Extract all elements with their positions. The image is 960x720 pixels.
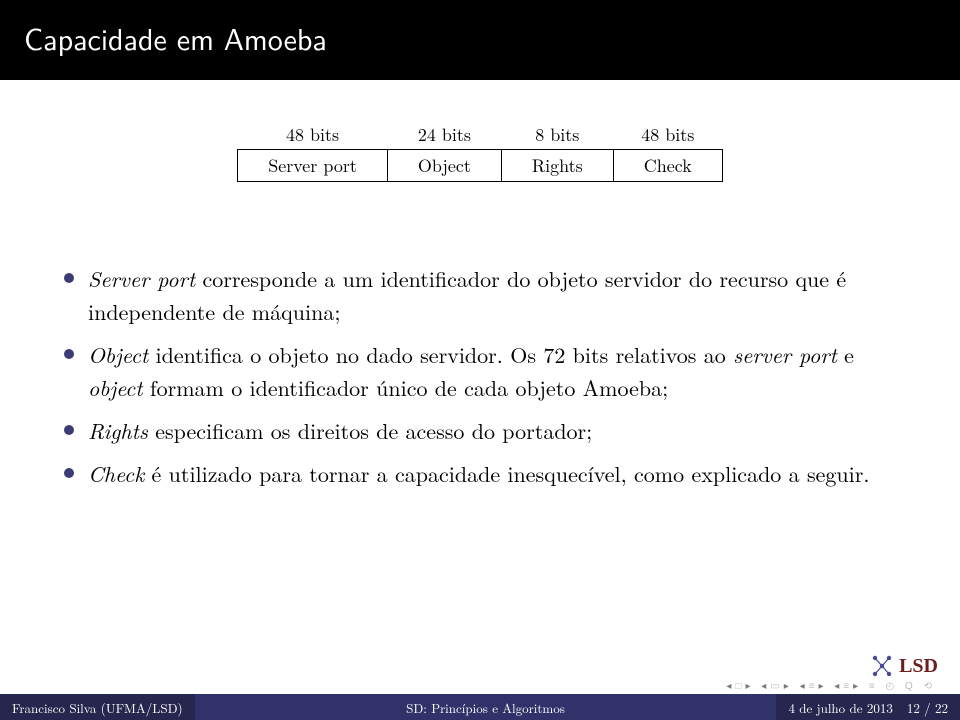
col-bits-2: 8 bits	[501, 120, 613, 150]
bullet-item-1: Object identifica o objeto no dado servi…	[60, 338, 900, 404]
bullet-emph: Check	[88, 458, 144, 489]
slide-content: 48 bits 24 bits 8 bits 48 bits Server po…	[0, 80, 960, 490]
bullet-list: Server port corresponde a um identificad…	[60, 262, 900, 490]
bullet-item-2: Rights especificam os direitos de acesso…	[60, 414, 900, 447]
bullet-text-3: formam o identificador único de cada obj…	[143, 372, 669, 403]
beamer-nav-symbols[interactable]: ◂□▸ ◂▭▸ ◂≡▸ ◂≡▸ ≡ ◴ Q ⟲	[726, 681, 936, 692]
bullet-emph: Rights	[88, 415, 148, 446]
bullet-emph: Object	[88, 339, 148, 370]
col-label-1: Object	[387, 150, 501, 182]
col-label-0: Server port	[238, 150, 388, 182]
col-bits-3: 48 bits	[613, 120, 722, 150]
footer-page: 12 / 22	[907, 698, 948, 717]
footer-right: 4 de julho de 2013 12 / 22	[776, 694, 960, 720]
bullet-text: é utilizado para tornar a capacidade ine…	[144, 458, 869, 489]
footer-author: Francisco Silva (UFMA/LSD)	[0, 694, 195, 720]
bullet-emph: Server port	[88, 263, 195, 294]
col-bits-0: 48 bits	[238, 120, 388, 150]
footer-title: SD: Princípios e Algoritmos	[195, 694, 777, 720]
bullet-item-0: Server port corresponde a um identificad…	[60, 262, 900, 328]
col-label-2: Rights	[501, 150, 613, 182]
lsd-logo: LSD	[869, 652, 938, 680]
slide-footer: Francisco Silva (UFMA/LSD) SD: Princípio…	[0, 694, 960, 720]
table-body-row: Server port Object Rights Check	[238, 150, 723, 182]
bullet-text: corresponde a um identificador do objeto…	[88, 263, 846, 327]
bullet-text: identifica o objeto no dado servidor. Os…	[148, 339, 733, 370]
logo-text: LSD	[899, 655, 938, 678]
footer-date: 4 de julho de 2013	[788, 698, 892, 717]
col-label-3: Check	[613, 150, 722, 182]
table-header-row: 48 bits 24 bits 8 bits 48 bits	[238, 120, 723, 150]
col-bits-1: 24 bits	[387, 120, 501, 150]
bullet-emph-3: object	[88, 372, 143, 403]
logo-graphic-icon	[869, 652, 895, 680]
bullet-item-3: Check é utilizado para tornar a capacida…	[60, 457, 900, 490]
bullet-emph-2: server port	[733, 339, 837, 370]
bullet-text: especificam os direitos de acesso do por…	[148, 415, 592, 446]
slide-title: Capacidade em Amoeba	[0, 0, 960, 80]
bullet-text-2: e	[837, 339, 854, 370]
bit-structure-table: 48 bits 24 bits 8 bits 48 bits Server po…	[237, 120, 723, 182]
